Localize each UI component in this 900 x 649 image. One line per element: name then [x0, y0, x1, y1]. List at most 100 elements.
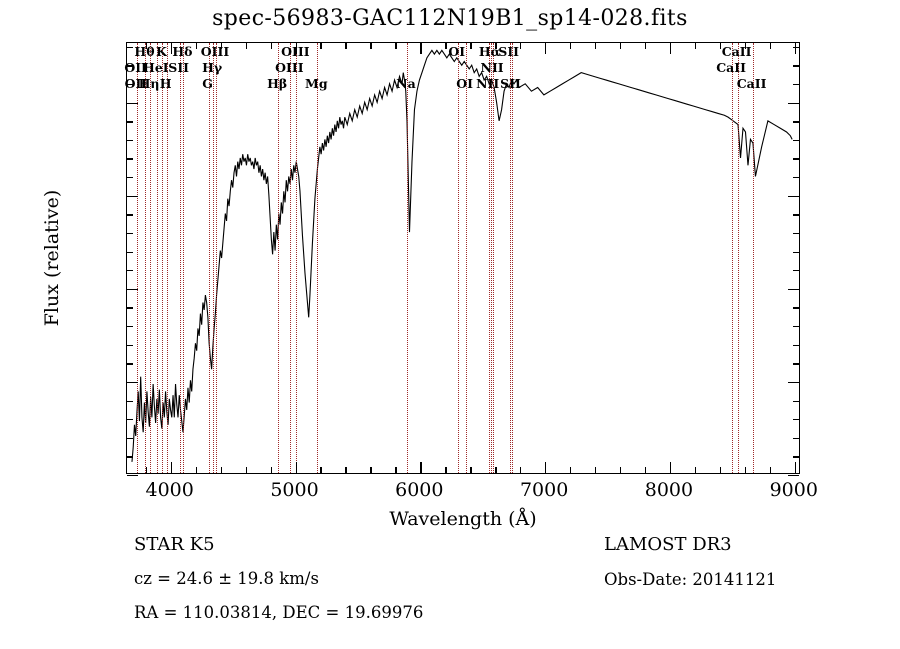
axis-tick — [793, 65, 799, 67]
line-marker-CaII-8542 — [737, 43, 739, 473]
axis-tick — [570, 43, 572, 49]
x-tick-label-5000: 5000 — [270, 479, 319, 501]
line-label-OI-6363: OI — [456, 76, 473, 91]
line-marker-G-4304 — [208, 43, 210, 473]
spectrum-trace — [127, 43, 799, 473]
axis-tick — [345, 43, 347, 49]
x-tick-label-7000: 7000 — [519, 479, 569, 501]
axis-tick — [127, 363, 133, 365]
axis-tick — [793, 139, 799, 142]
axis-tick — [793, 158, 799, 160]
line-label-Na-5893: Na — [396, 76, 416, 91]
axis-tick — [793, 121, 799, 123]
axis-tick — [270, 43, 272, 49]
axis-tick — [395, 43, 397, 49]
axis-tick — [788, 288, 799, 291]
footer-star-class: STAR K5 — [134, 534, 215, 555]
axis-tick — [793, 214, 799, 216]
line-label-SII-6716: SII — [498, 44, 520, 59]
line-label-OIII-5007: OIII — [281, 44, 310, 59]
axis-tick — [719, 43, 722, 49]
axis-tick — [793, 270, 799, 272]
axis-tick — [793, 400, 799, 402]
axis-tick — [127, 102, 138, 104]
axis-tick — [794, 43, 797, 54]
axis-tick — [395, 467, 397, 473]
x-tick-label-9000: 9000 — [769, 479, 818, 501]
axis-tick — [127, 139, 133, 142]
axis-tick — [127, 419, 133, 421]
line-label-SII-6731: SII — [500, 76, 521, 91]
line-marker-H-3835 — [150, 43, 152, 473]
x-tick-label-8000: 8000 — [644, 479, 694, 501]
axis-tick — [220, 467, 222, 473]
line-marker-CaII-8498 — [732, 43, 734, 473]
x-tick-label-6000: 6000 — [395, 479, 444, 501]
line-marker-SII-6716 — [509, 43, 511, 473]
line-label-CaII-8498: CaII — [716, 60, 746, 75]
line-label-H-4102: Hδ — [172, 44, 193, 59]
x-axis-title: Wavelength (Å) — [389, 508, 537, 530]
line-marker-OIII-4363 — [215, 43, 217, 473]
axis-tick — [694, 43, 697, 49]
x-tick-label-4000: 4000 — [145, 479, 194, 501]
axis-tick — [145, 43, 148, 49]
axis-tick — [793, 344, 799, 346]
line-marker-OIII-4959 — [290, 43, 292, 473]
axis-tick — [127, 251, 133, 253]
axis-tick — [788, 475, 799, 477]
line-label-H-3798: Hθ — [134, 44, 155, 59]
footer-coordinates: RA = 110.03814, DEC = 19.69976 — [134, 603, 424, 622]
line-marker-H-6563 — [490, 43, 492, 473]
footer-obs-date: Obs-Date: 20141121 — [604, 570, 777, 589]
page-title: spec-56983-GAC112N19B1_sp14-028.fits — [212, 6, 688, 31]
axis-tick — [620, 43, 622, 49]
axis-tick — [195, 43, 197, 49]
axis-tick — [127, 475, 138, 477]
axis-tick — [793, 363, 799, 365]
axis-tick — [520, 43, 522, 49]
axis-tick — [793, 251, 799, 253]
line-label-H-4340: Hγ — [202, 60, 223, 75]
plot-clip-area — [127, 43, 799, 473]
axis-tick — [620, 467, 622, 473]
axis-tick — [345, 467, 347, 473]
axis-tick — [470, 43, 472, 49]
axis-tick — [127, 65, 133, 67]
line-label-OII-3727: OII — [124, 60, 147, 75]
line-label-H-3835: Hη — [138, 76, 160, 91]
y-axis-title: Flux (relative) — [41, 189, 63, 327]
axis-tick — [794, 462, 797, 473]
axis-tick — [220, 43, 222, 49]
line-marker-K-3934 — [162, 43, 164, 473]
axis-tick — [793, 83, 799, 86]
axis-tick — [245, 467, 247, 473]
spectrum-plot — [126, 42, 800, 477]
line-marker-NII-6548 — [488, 43, 490, 473]
line-marker-Na-5893 — [406, 43, 408, 473]
axis-tick — [495, 467, 497, 473]
line-marker-H-3798 — [145, 43, 147, 473]
line-label-SII-4072: SII — [168, 60, 190, 75]
axis-tick — [127, 307, 133, 309]
axis-tick — [744, 43, 747, 49]
axis-tick — [127, 288, 138, 291]
line-marker-SII-6731 — [511, 43, 513, 473]
axis-tick — [127, 270, 133, 272]
axis-tick — [127, 437, 133, 440]
axis-tick — [145, 467, 148, 473]
axis-tick — [595, 467, 597, 473]
line-label-OI-6300: OI — [448, 44, 466, 59]
line-label-HeI-3889: HeI — [143, 60, 169, 75]
line-label-H-3968: H — [159, 76, 172, 91]
axis-tick — [545, 43, 547, 54]
axis-tick — [445, 43, 447, 49]
axis-tick — [793, 456, 799, 458]
axis-tick — [788, 195, 799, 197]
line-marker-OI-6300 — [457, 43, 459, 473]
axis-tick — [644, 43, 647, 49]
line-marker-H-4102 — [183, 43, 185, 473]
axis-tick — [669, 43, 672, 54]
line-label-NII-6583: NII — [480, 60, 504, 75]
line-label-OIII-4363: OIII — [200, 44, 230, 59]
